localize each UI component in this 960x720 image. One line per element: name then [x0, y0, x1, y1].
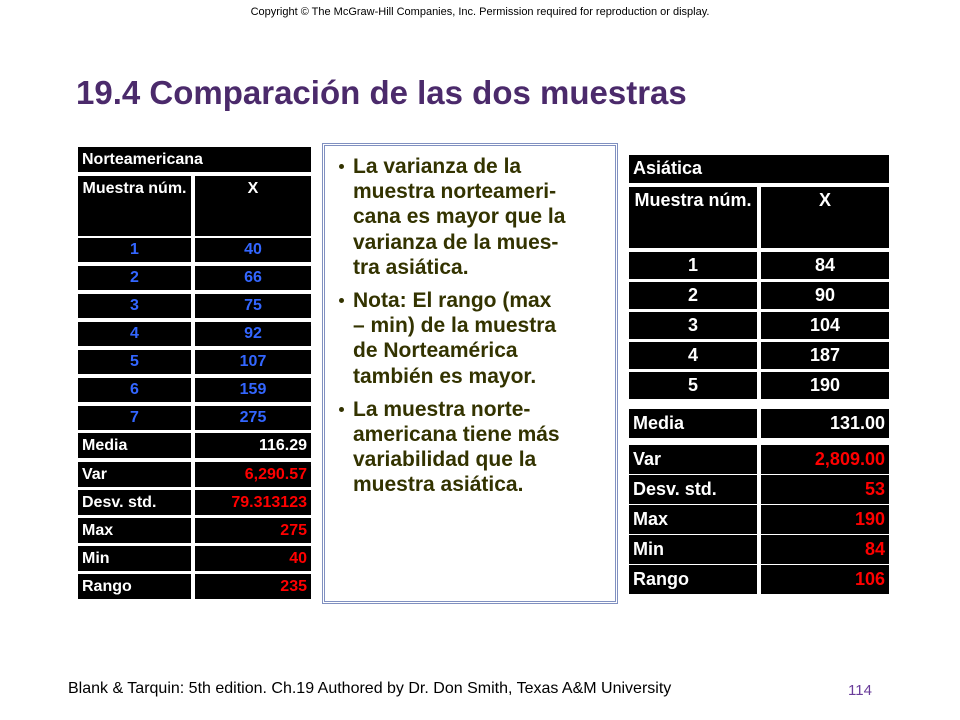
- table-cell: 3: [629, 312, 757, 339]
- stat-value: 6,290.57: [195, 462, 311, 487]
- bullet: La varianza de la muestra norteameri- ca…: [339, 154, 607, 280]
- table-cell: 187: [761, 342, 889, 369]
- stat-value: 2,809.00: [761, 445, 889, 474]
- table-cell: 5: [629, 372, 757, 399]
- table-cell: 1: [629, 252, 757, 279]
- column-header: X: [761, 187, 889, 248]
- table-title: Norteamericana: [78, 147, 311, 172]
- copyright: Copyright © The McGraw-Hill Companies, I…: [250, 6, 710, 18]
- bullet-text: La varianza de la muestra norteameri- ca…: [353, 155, 566, 279]
- table-cell: 104: [761, 312, 889, 339]
- bullet-dot: [339, 297, 344, 303]
- column-header: Muestra núm.: [629, 187, 757, 248]
- stat-label: Media: [629, 409, 757, 438]
- stat-value: 106: [761, 565, 889, 594]
- footer-text: Blank & Tarquin: 5th edition. Ch.19 Auth…: [68, 680, 672, 697]
- stat-value: 84: [761, 535, 889, 564]
- stat-label: Rango: [629, 565, 757, 594]
- table-cell: 66: [195, 266, 311, 290]
- bullet-dot: [339, 164, 344, 169]
- table-cell: 40: [195, 238, 311, 262]
- table-cell: 6: [78, 378, 191, 402]
- table-cell: 107: [195, 350, 311, 374]
- stat-value: 53: [761, 475, 889, 504]
- stat-value: 79.313123: [195, 490, 311, 515]
- bullet: La muestra norte- americana tiene más va…: [339, 397, 607, 498]
- bullet: Nota: El rango (max – min) de la muestra…: [339, 288, 607, 389]
- bullet-text: Nota: El rango (max – min) de la muestra…: [353, 288, 557, 388]
- stat-label: Var: [629, 445, 757, 474]
- page-number: 114: [848, 682, 872, 699]
- table-cell: 190: [761, 372, 889, 399]
- stat-value: 275: [195, 518, 311, 543]
- column-header: X: [195, 176, 311, 236]
- table-cell: 75: [195, 294, 311, 318]
- bullet-text: La muestra norte- americana tiene más va…: [353, 397, 560, 497]
- slide-title: 19.4 Comparación de las dos muestras: [76, 74, 687, 111]
- table-cell: 4: [78, 322, 191, 346]
- table-cell: 90: [761, 282, 889, 309]
- stat-label: Media: [78, 433, 191, 458]
- stat-label: Desv. std.: [78, 490, 191, 515]
- table-cell: 2: [78, 266, 191, 290]
- table-cell: 92: [195, 322, 311, 346]
- stat-value: 40: [195, 546, 311, 571]
- stat-label: Rango: [78, 574, 191, 599]
- stat-value: 131.00: [761, 409, 889, 438]
- stat-value: 235: [195, 574, 311, 599]
- table-cell: 7: [78, 406, 191, 430]
- table-cell: 159: [195, 378, 311, 402]
- text-box: La varianza de la muestra norteameri- ca…: [322, 143, 618, 604]
- table-cell: 5: [78, 350, 191, 374]
- bullet-list: La varianza de la muestra norteameri- ca…: [325, 146, 615, 497]
- table-cell: 2: [629, 282, 757, 309]
- stat-label: Desv. std.: [629, 475, 757, 504]
- table-cell: 3: [78, 294, 191, 318]
- stat-value: 116.29: [195, 433, 311, 458]
- table-title: Asiática: [629, 155, 889, 183]
- table-cell: 1: [78, 238, 191, 262]
- bullet-dot: [339, 406, 344, 412]
- stat-label: Min: [629, 535, 757, 564]
- stat-label: Min: [78, 546, 191, 571]
- table-cell: 275: [195, 406, 311, 430]
- stat-label: Max: [629, 505, 757, 534]
- stat-label: Var: [78, 462, 191, 487]
- column-header: Muestra núm.: [78, 176, 191, 236]
- stat-value: 190: [761, 505, 889, 534]
- stat-label: Max: [78, 518, 191, 543]
- table-cell: 84: [761, 252, 889, 279]
- table-cell: 4: [629, 342, 757, 369]
